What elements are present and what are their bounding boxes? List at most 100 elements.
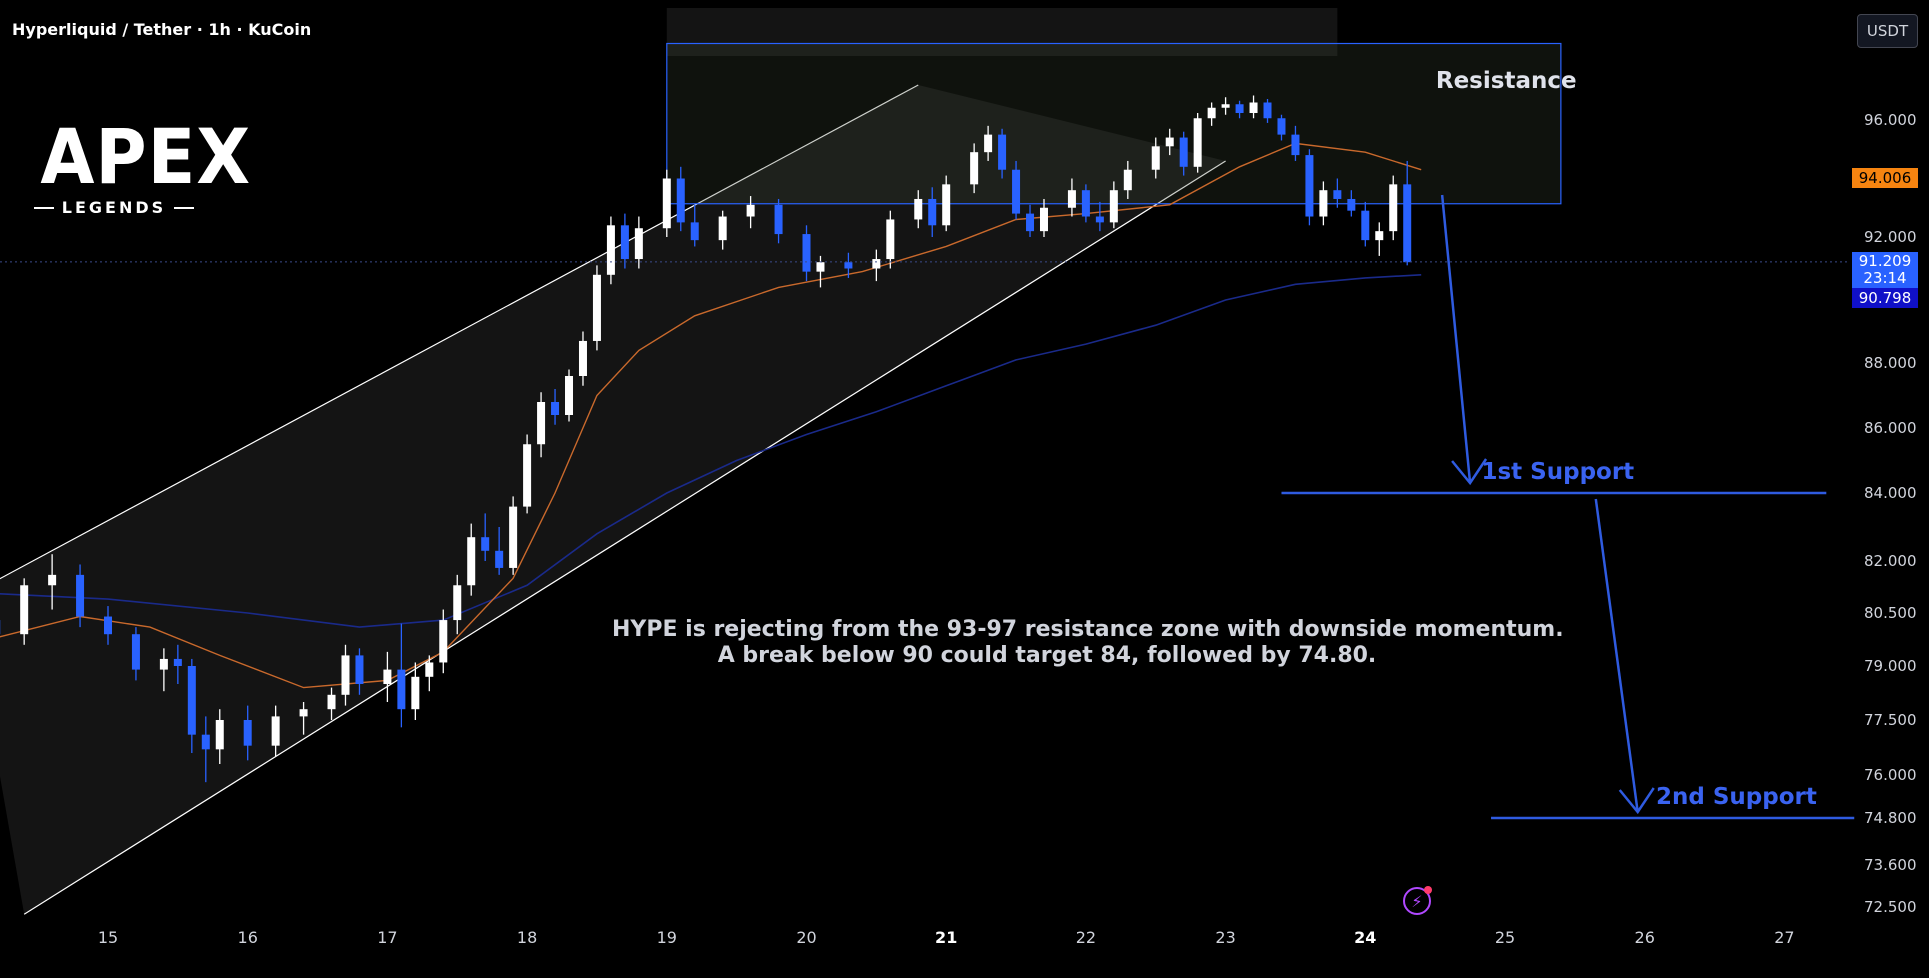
x-tick-label: 15 xyxy=(97,928,119,947)
x-tick-label: 22 xyxy=(1075,928,1097,947)
y-tick-label: 88.000 xyxy=(1864,354,1917,372)
candle xyxy=(1207,102,1216,126)
candle xyxy=(592,265,601,351)
candle xyxy=(1151,137,1160,179)
candle-body xyxy=(20,585,29,635)
candle-body xyxy=(173,658,182,666)
candle xyxy=(243,705,252,761)
candle-body xyxy=(676,178,685,223)
channel-upper-line xyxy=(0,84,919,580)
candle-body xyxy=(1039,207,1048,232)
candle-body xyxy=(1389,184,1398,232)
candle xyxy=(201,716,210,783)
candle-body xyxy=(131,634,140,670)
candle xyxy=(1221,97,1230,115)
candle-body xyxy=(1291,134,1300,156)
candle-body xyxy=(662,178,671,229)
candle-body xyxy=(1333,190,1342,199)
candle xyxy=(1249,95,1258,119)
candle xyxy=(1179,131,1188,176)
x-tick-label: 27 xyxy=(1774,928,1795,947)
symbol-header[interactable]: Hyperliquid / Tether · 1h · KuCoin xyxy=(12,20,312,39)
candle xyxy=(1403,160,1412,266)
candle-body xyxy=(1249,102,1258,113)
x-tick-label: 25 xyxy=(1494,928,1516,947)
candle-body xyxy=(914,198,923,220)
candle-body xyxy=(1235,104,1244,113)
candle-body xyxy=(942,184,951,226)
x-tick-label: 16 xyxy=(237,928,258,947)
candle-body xyxy=(1067,190,1076,208)
candle xyxy=(1319,181,1328,226)
x-tick-label: 21 xyxy=(935,928,958,947)
candle xyxy=(1081,184,1090,223)
candle-body xyxy=(551,402,560,415)
x-tick-label: 23 xyxy=(1215,928,1236,947)
x-tick-label: 26 xyxy=(1634,928,1655,947)
candle xyxy=(48,554,57,610)
currency-button[interactable]: USDT xyxy=(1857,14,1918,48)
candle xyxy=(411,662,420,720)
candle xyxy=(1109,181,1118,229)
candle-body xyxy=(1165,137,1174,147)
ma-fast-line xyxy=(0,142,1422,689)
candle xyxy=(565,369,574,422)
annotation-line-2: A break below 90 could target 84, follow… xyxy=(717,643,1377,668)
y-tick-label: 80.500 xyxy=(1864,604,1917,622)
channel-top-shade xyxy=(666,8,1338,56)
candle xyxy=(1095,201,1104,232)
candle-layer xyxy=(0,95,1412,783)
analysis-annotation: HYPE is rejecting from the 93-97 resista… xyxy=(612,617,1564,669)
y-tick-label: 72.500 xyxy=(1864,898,1917,916)
y-tick-label: 77.500 xyxy=(1864,711,1917,729)
candle-body xyxy=(1361,210,1370,241)
candle-body xyxy=(1347,198,1356,211)
candle xyxy=(1123,160,1132,199)
candle-body xyxy=(397,669,406,710)
candle xyxy=(187,658,196,753)
candle-body xyxy=(928,198,937,226)
price-tag-high: 94.006 xyxy=(1852,168,1918,189)
candle-body xyxy=(984,134,993,153)
y-tick-label: 84.000 xyxy=(1864,484,1917,502)
alert-bolt-icon[interactable]: ⚡ xyxy=(1403,886,1432,915)
candle xyxy=(397,623,406,728)
candle-body xyxy=(1179,137,1188,167)
candle xyxy=(1347,190,1356,217)
candle xyxy=(928,187,937,237)
candle-body xyxy=(159,658,168,670)
candle-body xyxy=(1151,146,1160,170)
candle-body xyxy=(215,720,224,750)
candle xyxy=(425,655,434,692)
candle-body xyxy=(411,676,420,710)
candle xyxy=(872,249,881,282)
candle-body xyxy=(243,720,252,746)
x-tick-label: 20 xyxy=(796,928,817,947)
candle xyxy=(1291,125,1300,161)
moving-average-layer xyxy=(0,142,1422,689)
candle-body xyxy=(48,574,57,586)
candle xyxy=(1361,201,1370,247)
candle-body xyxy=(1081,190,1090,217)
candle xyxy=(1193,113,1202,173)
y-tick-label: 96.000 xyxy=(1864,111,1917,129)
candle xyxy=(1263,99,1272,123)
candle xyxy=(984,125,993,161)
y-tick-label: 74.800 xyxy=(1864,809,1917,827)
logo-bar-right xyxy=(174,206,194,209)
candle xyxy=(1333,178,1342,208)
arrow-head-first xyxy=(1451,458,1488,486)
x-tick-label: 17 xyxy=(377,928,398,947)
candle-body xyxy=(299,709,308,717)
candle xyxy=(341,644,350,706)
candle xyxy=(1277,114,1286,141)
candle-body xyxy=(355,655,364,684)
ma-slow-line xyxy=(0,274,1422,628)
candle-body xyxy=(746,204,755,217)
price-tag-ma: 90.798 xyxy=(1852,287,1918,308)
candle-body xyxy=(481,537,490,551)
candle-body xyxy=(509,506,518,568)
candle xyxy=(467,523,476,596)
candle xyxy=(662,169,671,237)
